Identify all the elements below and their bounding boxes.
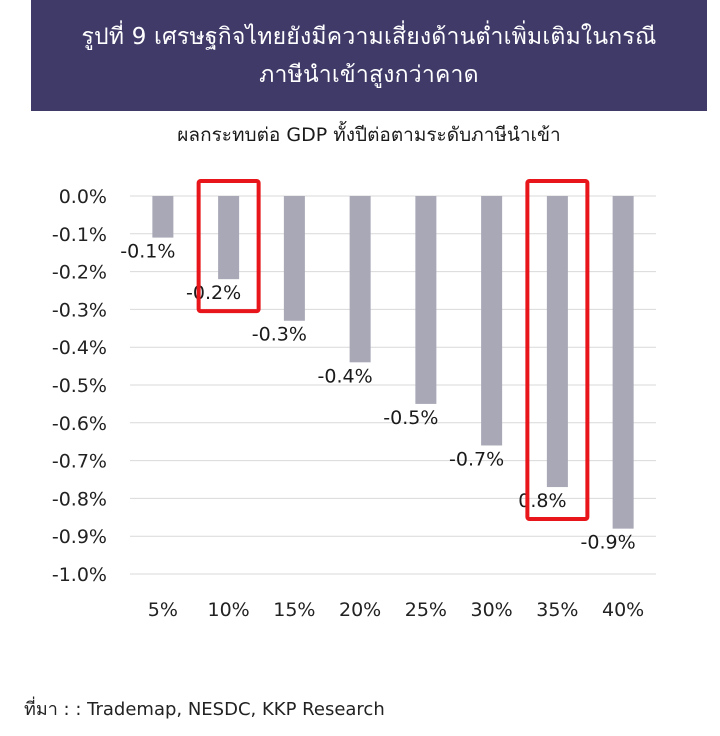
y-tick-label: -0.8% xyxy=(52,488,107,510)
bar-10pct xyxy=(218,196,240,280)
x-tick-label: 35% xyxy=(536,599,578,621)
y-tick-label: -0.5% xyxy=(52,375,107,397)
y-tick-label: -0.6% xyxy=(52,413,107,435)
x-tick-label: 15% xyxy=(273,599,315,621)
highlight-box xyxy=(196,179,261,314)
figure-title-line-2: ภาษีนำเข้าสูงกว่าคาด xyxy=(259,61,479,88)
data-label: -0.7% xyxy=(449,448,504,470)
data-label: -0.4% xyxy=(318,365,373,387)
bar-25pct xyxy=(415,196,437,404)
data-label: -0.3% xyxy=(252,324,307,346)
x-tick-label: 20% xyxy=(339,599,381,621)
y-tick-label: 0.0% xyxy=(59,186,107,208)
bar-15pct xyxy=(283,196,305,321)
y-tick-label: -0.2% xyxy=(52,262,107,284)
bar-20pct xyxy=(349,196,371,363)
y-tick-label: -0.3% xyxy=(52,299,107,321)
x-tick-label: 30% xyxy=(471,599,513,621)
y-tick-label: -1.0% xyxy=(52,564,107,586)
chart-title: ผลกระทบต่อ GDP ทั้งปีต่อตามระดับภาษีนำเข… xyxy=(177,124,561,146)
data-label: -0.1% xyxy=(120,241,175,263)
bar-30pct xyxy=(481,196,503,446)
source-note: ที่มา : : Trademap, NESDC, KKP Research xyxy=(24,699,385,720)
data-label: -0.2% xyxy=(186,282,241,304)
data-label: 0.8% xyxy=(518,490,566,512)
x-tick-label: 10% xyxy=(208,599,250,621)
y-tick-label: -0.1% xyxy=(52,224,107,246)
x-tick-label: 25% xyxy=(405,599,447,621)
highlight-box xyxy=(525,179,590,522)
x-tick-label: 40% xyxy=(602,599,644,621)
bar-40pct xyxy=(612,196,634,529)
figure-title-line-1: รูปที่ 9 เศรษฐกิจไทยยังมีความเสี่ยงด้านต… xyxy=(81,23,657,50)
figure-header: รูปที่ 9 เศรษฐกิจไทยยังมีความเสี่ยงด้านต… xyxy=(31,0,707,111)
y-tick-label: -0.9% xyxy=(52,526,107,548)
y-tick-label: -0.4% xyxy=(52,337,107,359)
data-label: -0.5% xyxy=(383,407,438,429)
y-tick-label: -0.7% xyxy=(52,451,107,473)
bar-5pct xyxy=(152,196,174,238)
data-label: -0.9% xyxy=(581,532,636,554)
x-tick-label: 5% xyxy=(148,599,178,621)
bar-35pct xyxy=(546,196,568,488)
